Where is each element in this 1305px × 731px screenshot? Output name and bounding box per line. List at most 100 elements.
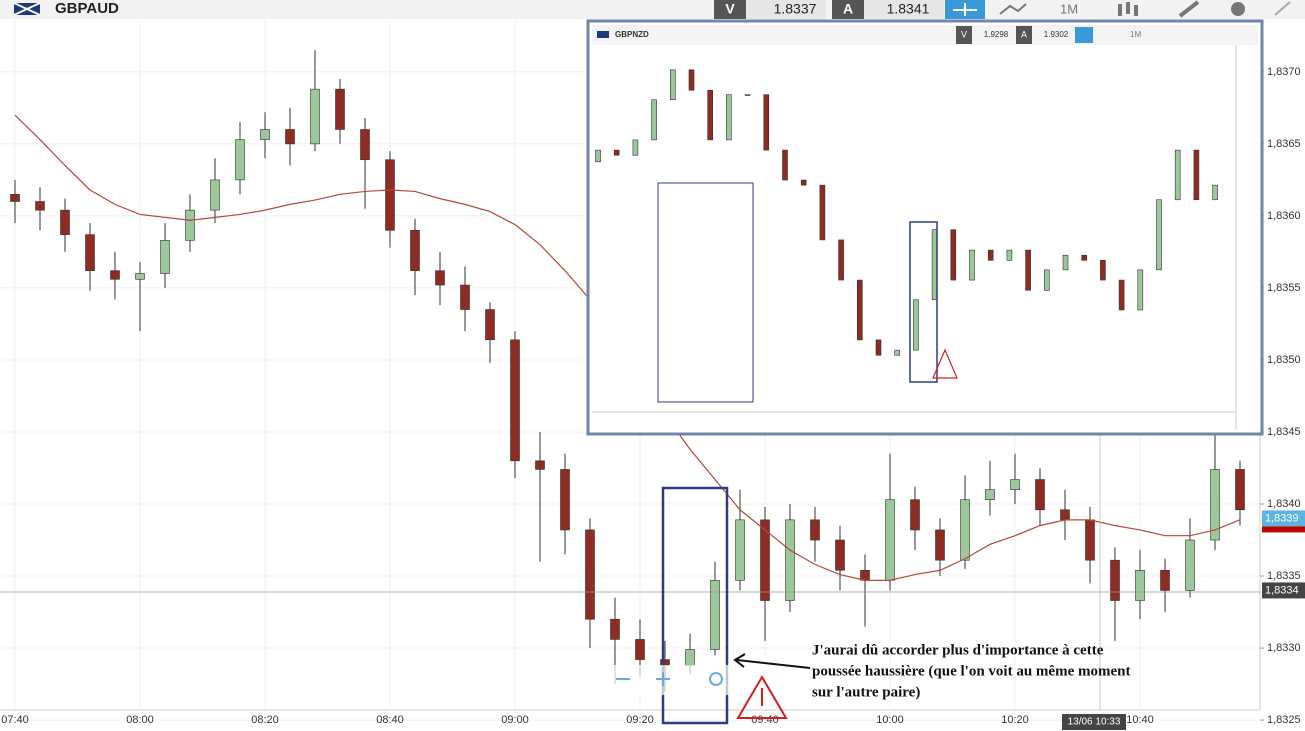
- inset-bid: 1.9298: [984, 30, 1009, 39]
- candle-body: [1210, 469, 1220, 541]
- candles-icon[interactable]: [1118, 2, 1138, 16]
- candle-body: [632, 139, 639, 156]
- ask-button[interactable]: [832, 0, 864, 19]
- annotation-line: J'aurai dû accorder plus d'importance à …: [812, 642, 1104, 658]
- inset-toolbar: [592, 25, 1258, 45]
- candle-body: [950, 229, 957, 281]
- candle-body: [585, 529, 595, 620]
- overlay: 13/06 10:33 J'aurai dû accorder plus d'i…: [0, 20, 1260, 730]
- inset-ask: 1.9302: [1044, 30, 1069, 39]
- candle-body: [1135, 569, 1145, 601]
- bid-button[interactable]: [714, 0, 746, 19]
- candle-body: [60, 209, 70, 235]
- candle-body: [1010, 479, 1020, 490]
- draw-icon[interactable]: [1178, 0, 1200, 18]
- candle-body: [835, 539, 845, 571]
- candle-body: [1235, 469, 1245, 511]
- bid-box: [746, 0, 826, 19]
- expand-icon[interactable]: [1274, 1, 1291, 16]
- candle-body: [1060, 509, 1070, 521]
- annotation-line: sur l'autre paire): [812, 684, 920, 700]
- candle-body: [1085, 519, 1095, 561]
- candle-body: [335, 88, 345, 130]
- inset-frame: [586, 19, 1264, 436]
- candle-body: [1006, 249, 1013, 261]
- candle-body: [560, 469, 570, 531]
- zoom-in[interactable]: [656, 672, 670, 686]
- candle-body: [910, 499, 920, 531]
- candle-body: [595, 149, 601, 163]
- candle-body: [1118, 279, 1125, 311]
- chart-type-icon[interactable]: [999, 3, 1027, 15]
- candle-body: [685, 649, 695, 666]
- x-tick-label: 08:00: [126, 714, 154, 726]
- candle-body: [1193, 149, 1200, 201]
- y-tick-label: 1,8325: [1267, 714, 1301, 726]
- timeframe[interactable]: 1M: [1060, 1, 1078, 16]
- candle-body: [1156, 199, 1162, 271]
- y-tick-label: 1,8370: [1267, 66, 1301, 78]
- y-tick-label: 1,8330: [1267, 642, 1301, 654]
- inset-chart: GBPNZD V 1.9298 A 1.9302 1M: [586, 19, 1264, 436]
- ask-marker: [1262, 526, 1305, 533]
- arrow: [733, 653, 811, 669]
- candle-body: [985, 489, 995, 500]
- x-tick-label: 07:40: [1, 714, 29, 726]
- candle-body: [1212, 184, 1218, 201]
- crosshair-time-box: [1062, 714, 1126, 730]
- candle-body: [635, 639, 645, 660]
- candle-body: [210, 179, 220, 211]
- candle-body: [235, 139, 245, 181]
- candle-body: [1044, 269, 1050, 291]
- candle-body: [1062, 254, 1069, 271]
- inset-flag: [597, 31, 609, 38]
- ask-label: A: [843, 1, 853, 17]
- candle-body: [819, 184, 826, 241]
- candle-body: [310, 88, 320, 145]
- y-tick-label: 1,8345: [1267, 426, 1301, 438]
- x-tick-label: 10:40: [1126, 714, 1154, 726]
- candle-body: [35, 201, 45, 211]
- candle-body: [1160, 569, 1170, 591]
- candle-body: [856, 279, 863, 341]
- candle-body: [1081, 254, 1087, 261]
- candle-body: [1110, 559, 1120, 601]
- plot: 1,8325 1,8330 1,8335 1,8340 1,8345 1,8350 1,83…: [0, 20, 1305, 726]
- candle-body: [435, 270, 445, 286]
- inset-highlight: [909, 221, 938, 383]
- x-tick-label: 08:40: [376, 714, 404, 726]
- annotation-line: poussée haussière (que l'on voit au même…: [812, 663, 1130, 679]
- inset-crosshair: [1075, 27, 1093, 43]
- settings-icon[interactable]: [1231, 2, 1245, 16]
- candle-body: [760, 519, 770, 601]
- ask-box: [864, 0, 944, 19]
- inset-ask-label: A: [1021, 29, 1027, 39]
- crosshair-price-tag: [1262, 582, 1305, 599]
- candle-body: [782, 149, 788, 181]
- x-tick-label: 09:20: [626, 714, 654, 726]
- candle-body: [10, 194, 20, 202]
- last-price-label: 1,8339: [1265, 512, 1299, 524]
- candle-body: [1035, 479, 1045, 511]
- candle-body: [1185, 539, 1195, 591]
- candle-body: [135, 273, 145, 280]
- symbol: GBPAUD: [55, 0, 119, 17]
- share[interactable]: [709, 672, 723, 686]
- toolbar: [0, 0, 1305, 19]
- candle-body: [710, 580, 720, 650]
- candle-body: [610, 618, 620, 640]
- candle-body: [935, 529, 945, 561]
- candle-body: [613, 149, 620, 156]
- inset-zoom-box: [657, 182, 754, 403]
- flag-cross: [13, 2, 41, 16]
- candle-body: [1174, 149, 1181, 201]
- candle-body: [960, 499, 970, 561]
- warning-triangle: [736, 675, 788, 719]
- candle-body: [460, 284, 470, 310]
- candle-body: [688, 69, 695, 91]
- bid-label: V: [725, 1, 735, 17]
- candle-body: [535, 460, 545, 470]
- candle-body: [785, 519, 795, 601]
- candle-body: [875, 339, 882, 356]
- y-tick-label: 1,8355: [1267, 282, 1301, 294]
